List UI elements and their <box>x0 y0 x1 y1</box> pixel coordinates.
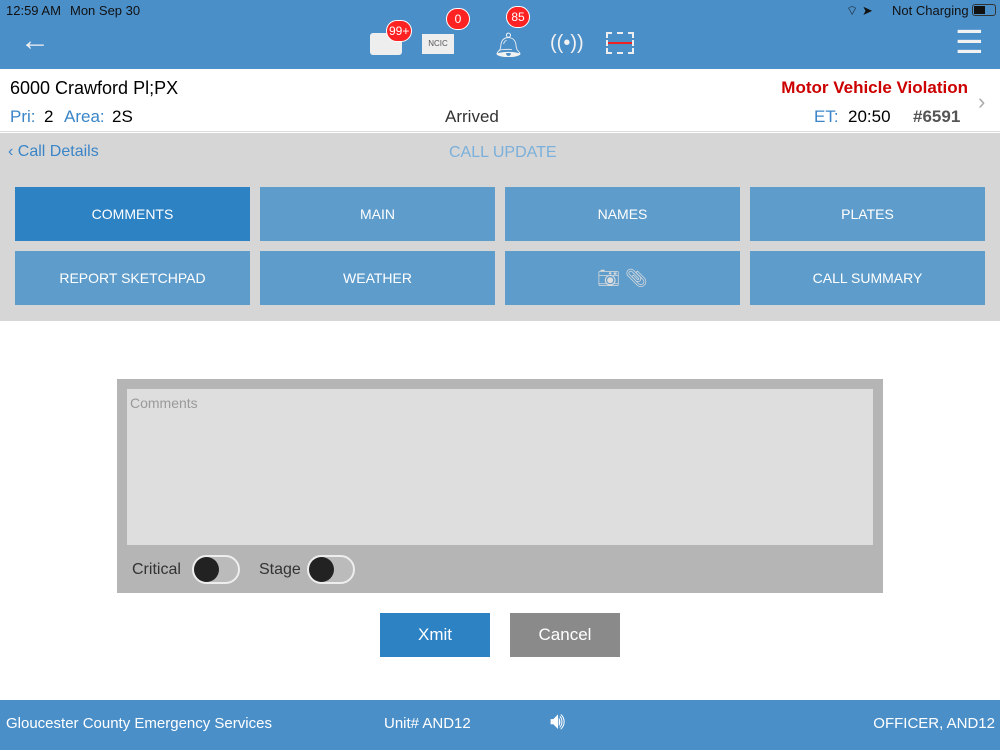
tab-comments[interactable]: COMMENTS <box>15 187 250 241</box>
stage-toggle[interactable] <box>307 555 355 584</box>
speaker-icon[interactable]: 🔊︎ <box>550 708 566 735</box>
unit-number: Unit# AND12 <box>384 715 471 732</box>
call-type: Motor Vehicle Violation <box>781 78 968 97</box>
tab-weather[interactable]: WEATHER <box>260 251 495 305</box>
call-details-back-link[interactable]: ‹ Call Details <box>8 143 99 161</box>
top-bar: 12:59 AM Mon Sep 30 ⌔ ➤ Not Charging ← 9… <box>0 0 1000 69</box>
tab-names[interactable]: NAMES <box>505 187 740 241</box>
battery-status: Not Charging <box>892 3 969 18</box>
critical-toggle[interactable] <box>192 555 240 584</box>
agency-name: Gloucester County Emergency Services <box>6 715 272 732</box>
chevron-right-icon: › <box>978 89 986 114</box>
camera-icon: 📷︎ <box>597 267 620 288</box>
mail-badge: 99+ <box>386 20 413 42</box>
et-label: ET: <box>814 107 839 126</box>
area-value: 2S <box>112 107 133 126</box>
chevron-left-icon: ‹ <box>8 143 18 160</box>
stage-label: Stage <box>259 561 301 578</box>
ncic-icon[interactable]: NCIC <box>422 34 454 54</box>
radio-tower-icon[interactable]: ((•)) <box>550 32 584 54</box>
ncic-badge: 0 <box>446 8 470 30</box>
bell-icon[interactable]: 🔔︎ <box>493 32 524 59</box>
call-status: Arrived <box>445 107 499 126</box>
status-date: Mon Sep 30 <box>70 3 141 18</box>
barcode-scanner-icon[interactable] <box>606 32 634 54</box>
comments-panel: Critical Stage <box>117 379 883 593</box>
tab-main[interactable]: MAIN <box>260 187 495 241</box>
officer-name: OFFICER, AND12 <box>873 715 995 732</box>
battery-icon <box>972 4 996 16</box>
xmit-button[interactable]: Xmit <box>380 613 490 657</box>
pri-label: Pri: <box>10 107 36 126</box>
bell-badge: 85 <box>506 6 530 28</box>
call-update-panel: ‹ Call Details CALL UPDATE COMMENTS MAIN… <box>0 133 1000 321</box>
critical-label: Critical <box>132 561 181 578</box>
comments-input[interactable] <box>127 389 873 545</box>
wifi-icon: ⌔ ➤ <box>846 3 873 18</box>
back-label: Call Details <box>17 143 99 160</box>
et-value: 20:50 <box>848 107 891 126</box>
footer: Gloucester County Emergency Services Uni… <box>0 700 1000 750</box>
paperclip-icon: 📎︎ <box>625 267 648 288</box>
call-number: #6591 <box>913 107 961 126</box>
tab-plates[interactable]: PLATES <box>750 187 985 241</box>
back-arrow-icon[interactable]: ← <box>20 24 50 57</box>
tab-call-summary[interactable]: CALL SUMMARY <box>750 251 985 305</box>
tab-report-sketchpad[interactable]: REPORT SKETCHPAD <box>15 251 250 305</box>
cancel-button[interactable]: Cancel <box>510 613 620 657</box>
tab-attachments[interactable]: 📷︎ 📎︎ <box>505 251 740 305</box>
pri-value: 2 <box>44 107 54 126</box>
area-label: Area: <box>64 107 105 126</box>
status-time: 12:59 AM <box>6 3 61 18</box>
call-info[interactable]: 6000 Crawford Pl;PX Motor Vehicle Violat… <box>0 69 1000 132</box>
call-address: 6000 Crawford Pl;PX <box>10 78 179 98</box>
menu-icon[interactable]: ☰ <box>955 24 984 60</box>
page-title: CALL UPDATE <box>449 144 557 161</box>
